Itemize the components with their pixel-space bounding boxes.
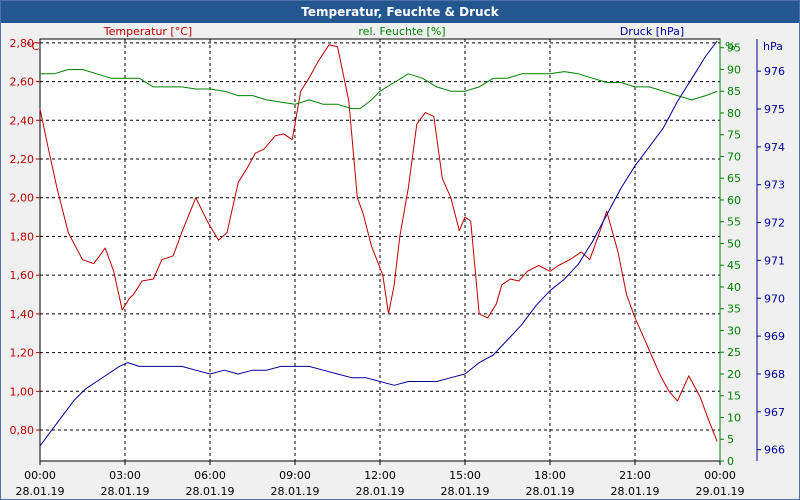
x-tick-label-time: 00:00: [704, 469, 736, 482]
humidity-tick-label: 55: [727, 216, 741, 229]
humidity-tick-label: 75: [727, 129, 741, 142]
x-tick-label-date: 28.01.19: [186, 485, 235, 498]
temperature-tick-label: 2,60: [10, 76, 35, 89]
x-tick-label-date: 28.01.19: [356, 485, 405, 498]
pressure-unit-label: hPa: [763, 40, 783, 53]
temperature-tick-label: 2,40: [10, 114, 35, 127]
x-tick-label-time: 00:00: [24, 469, 56, 482]
humidity-series-line: [40, 69, 718, 110]
humidity-tick-label: 40: [727, 281, 741, 294]
x-tick-label-date: 28.01.19: [611, 485, 660, 498]
pressure-tick-label: 975: [764, 103, 785, 116]
pressure-tick-label: 969: [764, 330, 785, 343]
x-tick-label-date: 28.01.19: [271, 485, 320, 498]
humidity-tick-label: 50: [727, 237, 741, 250]
series-layer: [39, 40, 718, 447]
temperature-tick-label: 1,40: [10, 308, 35, 321]
temperature-tick-label: 1,00: [10, 385, 35, 398]
pressure-tick-label: 976: [764, 65, 785, 78]
temperature-tick-label: 2,20: [10, 153, 35, 166]
pressure-tick-label: 973: [764, 179, 785, 192]
temperature-tick-label: 2,80: [10, 37, 35, 50]
x-tick-label-time: 06:00: [194, 469, 226, 482]
pressure-axis-label: Druck [hPa]: [620, 25, 684, 38]
humidity-tick-label: 70: [727, 150, 741, 163]
temperature-tick-label: 2,00: [10, 192, 35, 205]
x-tick-label-time: 21:00: [619, 469, 651, 482]
x-tick-label-time: 12:00: [364, 469, 396, 482]
temperature-tick-label: 1,20: [10, 347, 35, 360]
x-tick-label-date: 28.01.19: [441, 485, 490, 498]
x-tick-label-date: 28.01.19: [526, 485, 575, 498]
pressure-tick-label: 971: [764, 254, 785, 267]
pressure-tick-label: 970: [764, 292, 785, 305]
humidity-tick-label: 15: [727, 390, 741, 403]
pressure-tick-label: 972: [764, 217, 785, 230]
axes: 00:00 28.01.19 03:00 28.01.19 06:00 28.01.19 0…: [10, 37, 786, 498]
temperature-tick-label: 1,60: [10, 269, 35, 282]
humidity-tick-label: 25: [727, 346, 741, 359]
humidity-tick-label: 90: [727, 63, 741, 76]
humidity-tick-label: 95: [727, 42, 741, 55]
temperature-tick-label: 0,80: [10, 424, 35, 437]
humidity-tick-label: 10: [727, 411, 741, 424]
window-title: Temperatur, Feuchte & Druck: [1, 1, 799, 23]
pressure-tick-label: 968: [764, 368, 785, 381]
humidity-tick-label: 65: [727, 172, 741, 185]
humidity-tick-label: 0: [727, 455, 734, 468]
humidity-tick-label: 60: [727, 194, 741, 207]
humidity-tick-label: 30: [727, 324, 741, 337]
x-tick-label-date: 29.01.19: [696, 485, 745, 498]
temperature-tick-label: 1,80: [10, 230, 35, 243]
x-tick-label-time: 18:00: [534, 469, 566, 482]
humidity-tick-label: 80: [727, 107, 741, 120]
pressure-tick-label: 966: [764, 444, 785, 457]
x-tick-label-time: 03:00: [109, 469, 141, 482]
x-tick-label-date: 28.01.19: [101, 485, 150, 498]
pressure-tick-label: 967: [764, 406, 785, 419]
x-tick-label-date: 28.01.19: [16, 485, 65, 498]
grid: [40, 39, 720, 461]
temperature-axis-label: Temperatur [°C]: [103, 25, 192, 38]
temperature-unit-label: °C: [26, 40, 40, 53]
x-tick-label-time: 15:00: [449, 469, 481, 482]
humidity-tick-label: 20: [727, 368, 741, 381]
humidity-tick-label: 35: [727, 303, 741, 316]
humidity-tick-label: 85: [727, 85, 741, 98]
pressure-series-line: [39, 40, 718, 447]
humidity-axis-label: rel. Feuchte [%]: [358, 25, 445, 38]
humidity-unit-label: %: [725, 40, 735, 53]
x-tick-label-time: 09:00: [279, 469, 311, 482]
pressure-tick-label: 974: [764, 141, 785, 154]
humidity-tick-label: 5: [727, 433, 734, 446]
humidity-tick-label: 45: [727, 259, 741, 272]
